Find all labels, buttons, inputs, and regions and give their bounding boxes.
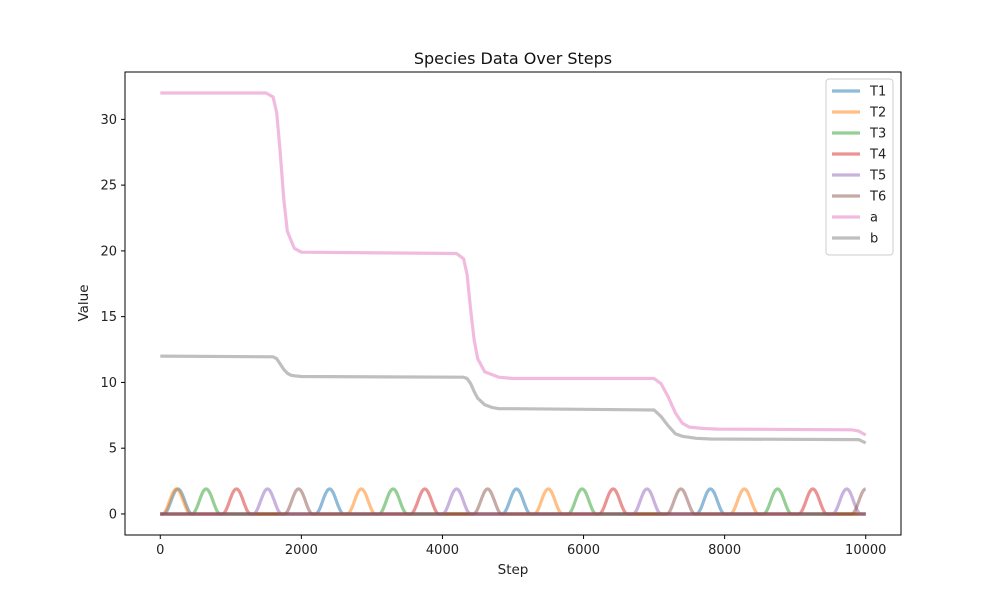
x-tick-label: 0 [156,543,164,558]
y-tick-label: 30 [100,113,117,128]
x-tick-label: 4000 [426,543,459,558]
legend-label-T1: T1 [869,85,886,100]
legend-label-a: a [870,211,878,226]
legend-label-T6: T6 [869,190,886,205]
series-line-b [160,354,867,445]
x-tick-label: 10000 [845,543,886,558]
y-axis-label: Value [76,284,92,321]
legend-label-T2: T2 [869,106,886,121]
y-tick-label: 5 [109,442,117,457]
y-ticks: 0 5 10 15 20 25 30 [100,113,125,522]
legend-label-T4: T4 [869,148,886,163]
legend-label-T3: T3 [869,127,886,142]
plot-lines [159,91,867,516]
legend-label-b: b [870,232,878,247]
legend: T1 T2 T3 T4 T5 T6 ab [825,78,894,256]
y-tick-label: 25 [100,179,117,194]
y-tick-label: 20 [100,244,117,259]
y-tick-label: 10 [100,376,117,391]
plot-frame [124,71,902,536]
legend-label-T5: T5 [869,169,886,184]
x-tick-label: 8000 [708,543,741,558]
x-ticks: 0 2000 4000 6000 8000 10000 [156,535,886,558]
chart-title: Species Data Over Steps [414,49,612,68]
legend-box [825,78,894,256]
y-tick-label: 0 [109,507,117,522]
x-tick-label: 2000 [285,543,318,558]
x-tick-label: 6000 [567,543,600,558]
series-line-a [160,91,867,437]
series-line-T6 [159,487,867,516]
x-axis-label: Step [498,562,529,578]
y-tick-label: 15 [100,310,117,325]
